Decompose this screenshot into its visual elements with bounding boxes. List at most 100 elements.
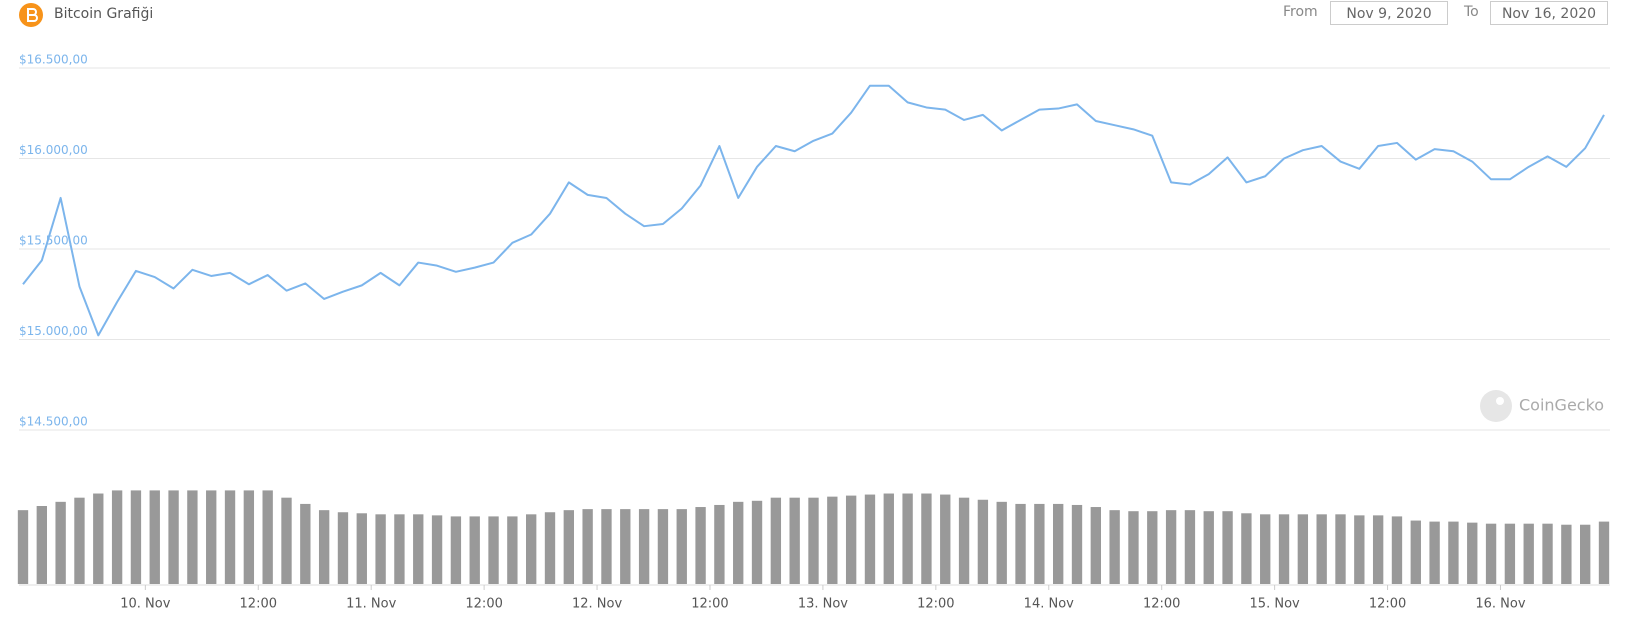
volume-bar — [1034, 503, 1045, 584]
y-tick-label: $15.000,00 — [19, 324, 88, 338]
volume-bar — [1561, 524, 1572, 584]
volume-bar — [1485, 523, 1497, 584]
volume-bar — [1372, 515, 1384, 584]
volume-bar — [394, 514, 405, 584]
volume-bar — [1523, 523, 1534, 584]
x-tick-label: 12. Nov — [572, 597, 622, 612]
volume-bar — [17, 510, 29, 584]
volume-bar — [469, 516, 480, 584]
volume-bar — [733, 501, 744, 584]
y-tick-label: $15.500,00 — [19, 234, 88, 248]
x-tick-label: 11. Nov — [346, 597, 396, 612]
x-tick-label: 12:00 — [691, 597, 728, 612]
volume-bar — [770, 497, 782, 584]
volume-bar — [318, 510, 330, 584]
volume-bar — [695, 507, 706, 584]
volume-bar — [375, 514, 386, 584]
volume-bar — [55, 501, 66, 584]
volume-bar — [1165, 510, 1177, 584]
volume-bar — [902, 493, 913, 584]
volume-bar — [1147, 511, 1158, 584]
volume-bar — [262, 490, 273, 584]
to-label: To — [1464, 4, 1479, 20]
volume-bar — [1071, 504, 1083, 584]
volume-bar — [1297, 514, 1309, 584]
volume-bar — [1429, 521, 1440, 584]
volume-bar — [1542, 523, 1553, 584]
from-date-input[interactable]: Nov 9, 2020 — [1330, 1, 1448, 25]
volume-bar — [714, 504, 725, 584]
volume-bar — [657, 509, 669, 584]
volume-bar — [111, 490, 123, 584]
y-tick-label: $16.000,00 — [19, 143, 88, 157]
volume-bar — [1222, 511, 1233, 584]
volume-bar — [1316, 514, 1327, 584]
volume-bar — [300, 503, 311, 584]
volume-bar — [1128, 511, 1139, 584]
volume-bar — [1467, 522, 1478, 584]
volume-bar — [168, 490, 179, 584]
bitcoin-icon-glyph — [27, 8, 38, 22]
x-tick-label: 12:00 — [240, 597, 277, 612]
volume-bar — [544, 512, 556, 584]
price-line — [22, 84, 1605, 337]
volume-bar — [563, 510, 574, 584]
x-tick-label: 13. Nov — [798, 597, 848, 612]
x-tick-label: 12:00 — [1369, 597, 1406, 612]
volume-bar — [620, 509, 631, 584]
volume-bar — [224, 490, 236, 584]
volume-bar — [281, 497, 292, 584]
volume-bar — [243, 490, 255, 584]
volume-bar — [507, 516, 518, 584]
volume-bar — [36, 506, 47, 584]
volume-bar — [431, 515, 443, 584]
volume-bar — [789, 497, 800, 584]
volume-bar — [1598, 521, 1610, 584]
volume-bar — [1184, 510, 1196, 584]
volume-bar — [864, 494, 876, 584]
watermark: CoinGecko — [1480, 390, 1604, 422]
x-tick-label: 10. Nov — [120, 597, 170, 612]
volume-bar — [206, 490, 217, 584]
volume-bar — [93, 493, 104, 584]
volume-bar — [149, 490, 160, 584]
volume-bar — [1391, 516, 1403, 584]
volume-bar — [1504, 523, 1516, 584]
watermark-logo — [1480, 390, 1512, 422]
volume-bar — [488, 516, 499, 584]
volume-bar — [582, 509, 593, 584]
x-tick-label: 12:00 — [465, 597, 502, 612]
x-tick-label: 12:00 — [1143, 597, 1180, 612]
volume-bar — [1580, 524, 1591, 584]
volume-bar — [130, 490, 142, 584]
volume-bar — [413, 514, 424, 584]
volume-bar — [808, 497, 819, 584]
volume-bar — [450, 516, 462, 584]
from-label: From — [1283, 4, 1318, 20]
y-tick-label: $14.500,00 — [19, 415, 88, 429]
volume-bar — [526, 514, 537, 584]
volume-bar — [827, 496, 838, 584]
volume-bar — [958, 497, 970, 584]
volume-bar — [1260, 514, 1271, 584]
volume-bar — [1241, 513, 1252, 584]
volume-bar — [1203, 511, 1214, 584]
y-tick-label: $16.500,00 — [19, 53, 88, 67]
to-date-input[interactable]: Nov 16, 2020 — [1490, 1, 1608, 25]
volume-bar — [1109, 510, 1120, 584]
volume-bar — [1335, 514, 1346, 584]
volume-bar — [1090, 507, 1101, 584]
volume-bar — [638, 509, 650, 584]
volume-bar — [1410, 520, 1421, 584]
chart-title: Bitcoin Grafiği — [54, 6, 154, 22]
x-tick-label: 14. Nov — [1024, 597, 1074, 612]
volume-bar — [676, 509, 687, 584]
volume-bar — [977, 499, 989, 584]
volume-bar — [940, 494, 951, 584]
volume-bar — [356, 513, 367, 584]
watermark-eye — [1496, 397, 1504, 405]
volume-bar — [883, 493, 894, 584]
watermark-text: CoinGecko — [1519, 396, 1604, 415]
